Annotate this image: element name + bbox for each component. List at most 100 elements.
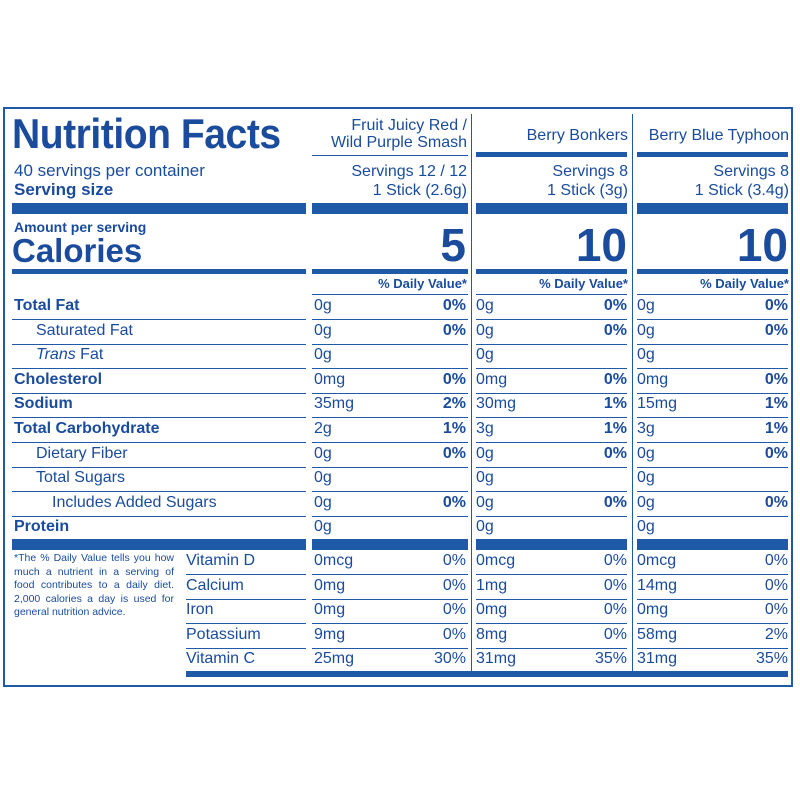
daily-value-footnote: *The % Daily Value tells you how much a …: [14, 552, 174, 618]
servings-per-container: 40 servings per container: [14, 161, 205, 180]
column-2-trans-fat-amount: 0g: [476, 346, 494, 363]
column-2-vitamin-d-amount: 0mcg: [476, 552, 516, 569]
column-3-added-sugars-dv: 0%: [728, 494, 788, 512]
column-3-servings: Servings 8: [713, 163, 789, 180]
column-1-servings: Servings 12 / 12: [351, 163, 467, 180]
nutrient-label-total-fat: Total Fat: [14, 297, 80, 314]
column-2-vitamin-c-dv: 35%: [594, 650, 627, 667]
dv-value: 0%: [764, 494, 788, 511]
column-2-sodium-dv: 1%: [567, 395, 627, 413]
row-rule: [12, 516, 306, 517]
dv-value: 0%: [603, 445, 627, 462]
column-1-total-sugars-amount: 0g: [314, 469, 332, 486]
column-2-iron-dv: 0%: [603, 601, 627, 618]
column-1-cholesterol-amount: 0mg: [314, 371, 346, 388]
thick-divider: [476, 539, 627, 550]
column-3-protein-amount: 0g: [637, 518, 655, 535]
row-rule: [476, 467, 627, 468]
thick-divider: [637, 203, 788, 214]
amount-per-serving-label: Amount per serving: [14, 219, 147, 235]
column-separator: [632, 114, 633, 673]
row-rule: [637, 648, 788, 649]
thick-divider: [12, 539, 306, 550]
row-rule: [12, 467, 306, 468]
bottom-rule: [186, 671, 788, 677]
row-rule: [476, 516, 627, 517]
column-1-potassium-amount: 9mg: [314, 626, 346, 643]
dv-value: 0%: [603, 494, 627, 511]
column-1-potassium-dv: 0%: [442, 626, 466, 643]
column-3-name: Berry Blue Typhoon: [648, 127, 789, 144]
column-2-potassium-amount: 8mg: [476, 626, 508, 643]
column-3-calcium-dv: 0%: [764, 577, 788, 594]
column-1-dietary-fiber-amount: 0g: [314, 445, 332, 462]
row-rule: [637, 417, 788, 418]
thick-divider: [12, 203, 306, 214]
calories-label: Calories: [12, 232, 143, 269]
panel-title: Nutrition Facts: [12, 110, 281, 157]
row-rule: [476, 294, 627, 295]
serving-size-label: Serving size: [14, 180, 114, 199]
column-2-daily-value-header: % Daily Value*: [539, 276, 628, 291]
row-rule: [637, 368, 788, 369]
dv-value: 0%: [442, 445, 466, 462]
column-2-added-sugars-amount: 0g: [476, 494, 494, 511]
dv-value: 0%: [764, 297, 788, 314]
medium-divider: [476, 269, 627, 274]
column-1-cholesterol-dv: 0%: [406, 371, 466, 389]
dv-value: 1%: [764, 420, 788, 437]
vitamin-label-vitamin-c: Vitamin C: [186, 650, 256, 667]
column-3-vitamin-c-dv: 35%: [755, 650, 788, 667]
column-1-serving-size: 1 Stick (2.6g): [372, 182, 467, 199]
column-2-potassium-dv: 0%: [603, 626, 627, 643]
column-2-protein-amount: 0g: [476, 518, 494, 535]
dv-value: 0%: [603, 371, 627, 388]
thick-divider: [476, 203, 627, 214]
column-1-total-carbohydrate-dv: 1%: [406, 420, 466, 438]
column-1-trans-fat-amount: 0g: [314, 346, 332, 363]
dv-value: 0%: [764, 322, 788, 339]
row-rule: [12, 344, 306, 345]
column-3-total-fat-amount: 0g: [637, 297, 655, 314]
row-rule: [312, 516, 468, 517]
column-3-total-sugars-amount: 0g: [637, 469, 655, 486]
column-2-total-sugars-amount: 0g: [476, 469, 494, 486]
row-rule: [312, 294, 468, 295]
dv-value: 2%: [442, 395, 466, 412]
header-rule: [637, 152, 788, 157]
vitamin-label-potassium: Potassium: [186, 626, 261, 643]
row-rule: [637, 491, 788, 492]
row-rule: [312, 442, 468, 443]
column-1-saturated-fat-dv: 0%: [406, 322, 466, 340]
nutrient-label-protein: Protein: [14, 518, 70, 535]
dv-value: 0%: [603, 297, 627, 314]
column-2-iron-amount: 0mg: [476, 601, 508, 618]
row-rule: [637, 319, 788, 320]
row-rule: [312, 393, 468, 394]
column-3-daily-value-header: % Daily Value*: [700, 276, 789, 291]
row-rule: [312, 368, 468, 369]
column-2-saturated-fat-amount: 0g: [476, 322, 494, 339]
nutrient-label-total-carbohydrate: Total Carbohydrate: [14, 420, 160, 437]
row-rule: [186, 574, 306, 575]
row-rule: [186, 648, 306, 649]
column-1-added-sugars-dv: 0%: [406, 494, 466, 512]
column-1-calcium-dv: 0%: [442, 577, 466, 594]
dv-value: 0%: [764, 445, 788, 462]
column-2-cholesterol-amount: 0mg: [476, 371, 508, 388]
column-3-iron-amount: 0mg: [637, 601, 669, 618]
column-3-vitamin-c-amount: 31mg: [637, 650, 678, 667]
dv-value: 0%: [442, 371, 466, 388]
nutrient-label-trans-fat: Trans Fat: [36, 346, 103, 364]
row-rule: [637, 294, 788, 295]
nutrition-facts-panel: [3, 107, 793, 687]
column-1-total-fat-amount: 0g: [314, 297, 332, 314]
column-3-vitamin-d-amount: 0mcg: [637, 552, 677, 569]
thick-divider: [637, 539, 788, 550]
column-2-vitamin-c-amount: 31mg: [476, 650, 517, 667]
row-rule: [476, 599, 627, 600]
row-rule: [312, 648, 468, 649]
nutrient-label-saturated-fat: Saturated Fat: [36, 322, 133, 339]
column-2-cholesterol-dv: 0%: [567, 371, 627, 389]
nutrient-label-italic: Trans: [36, 346, 76, 363]
